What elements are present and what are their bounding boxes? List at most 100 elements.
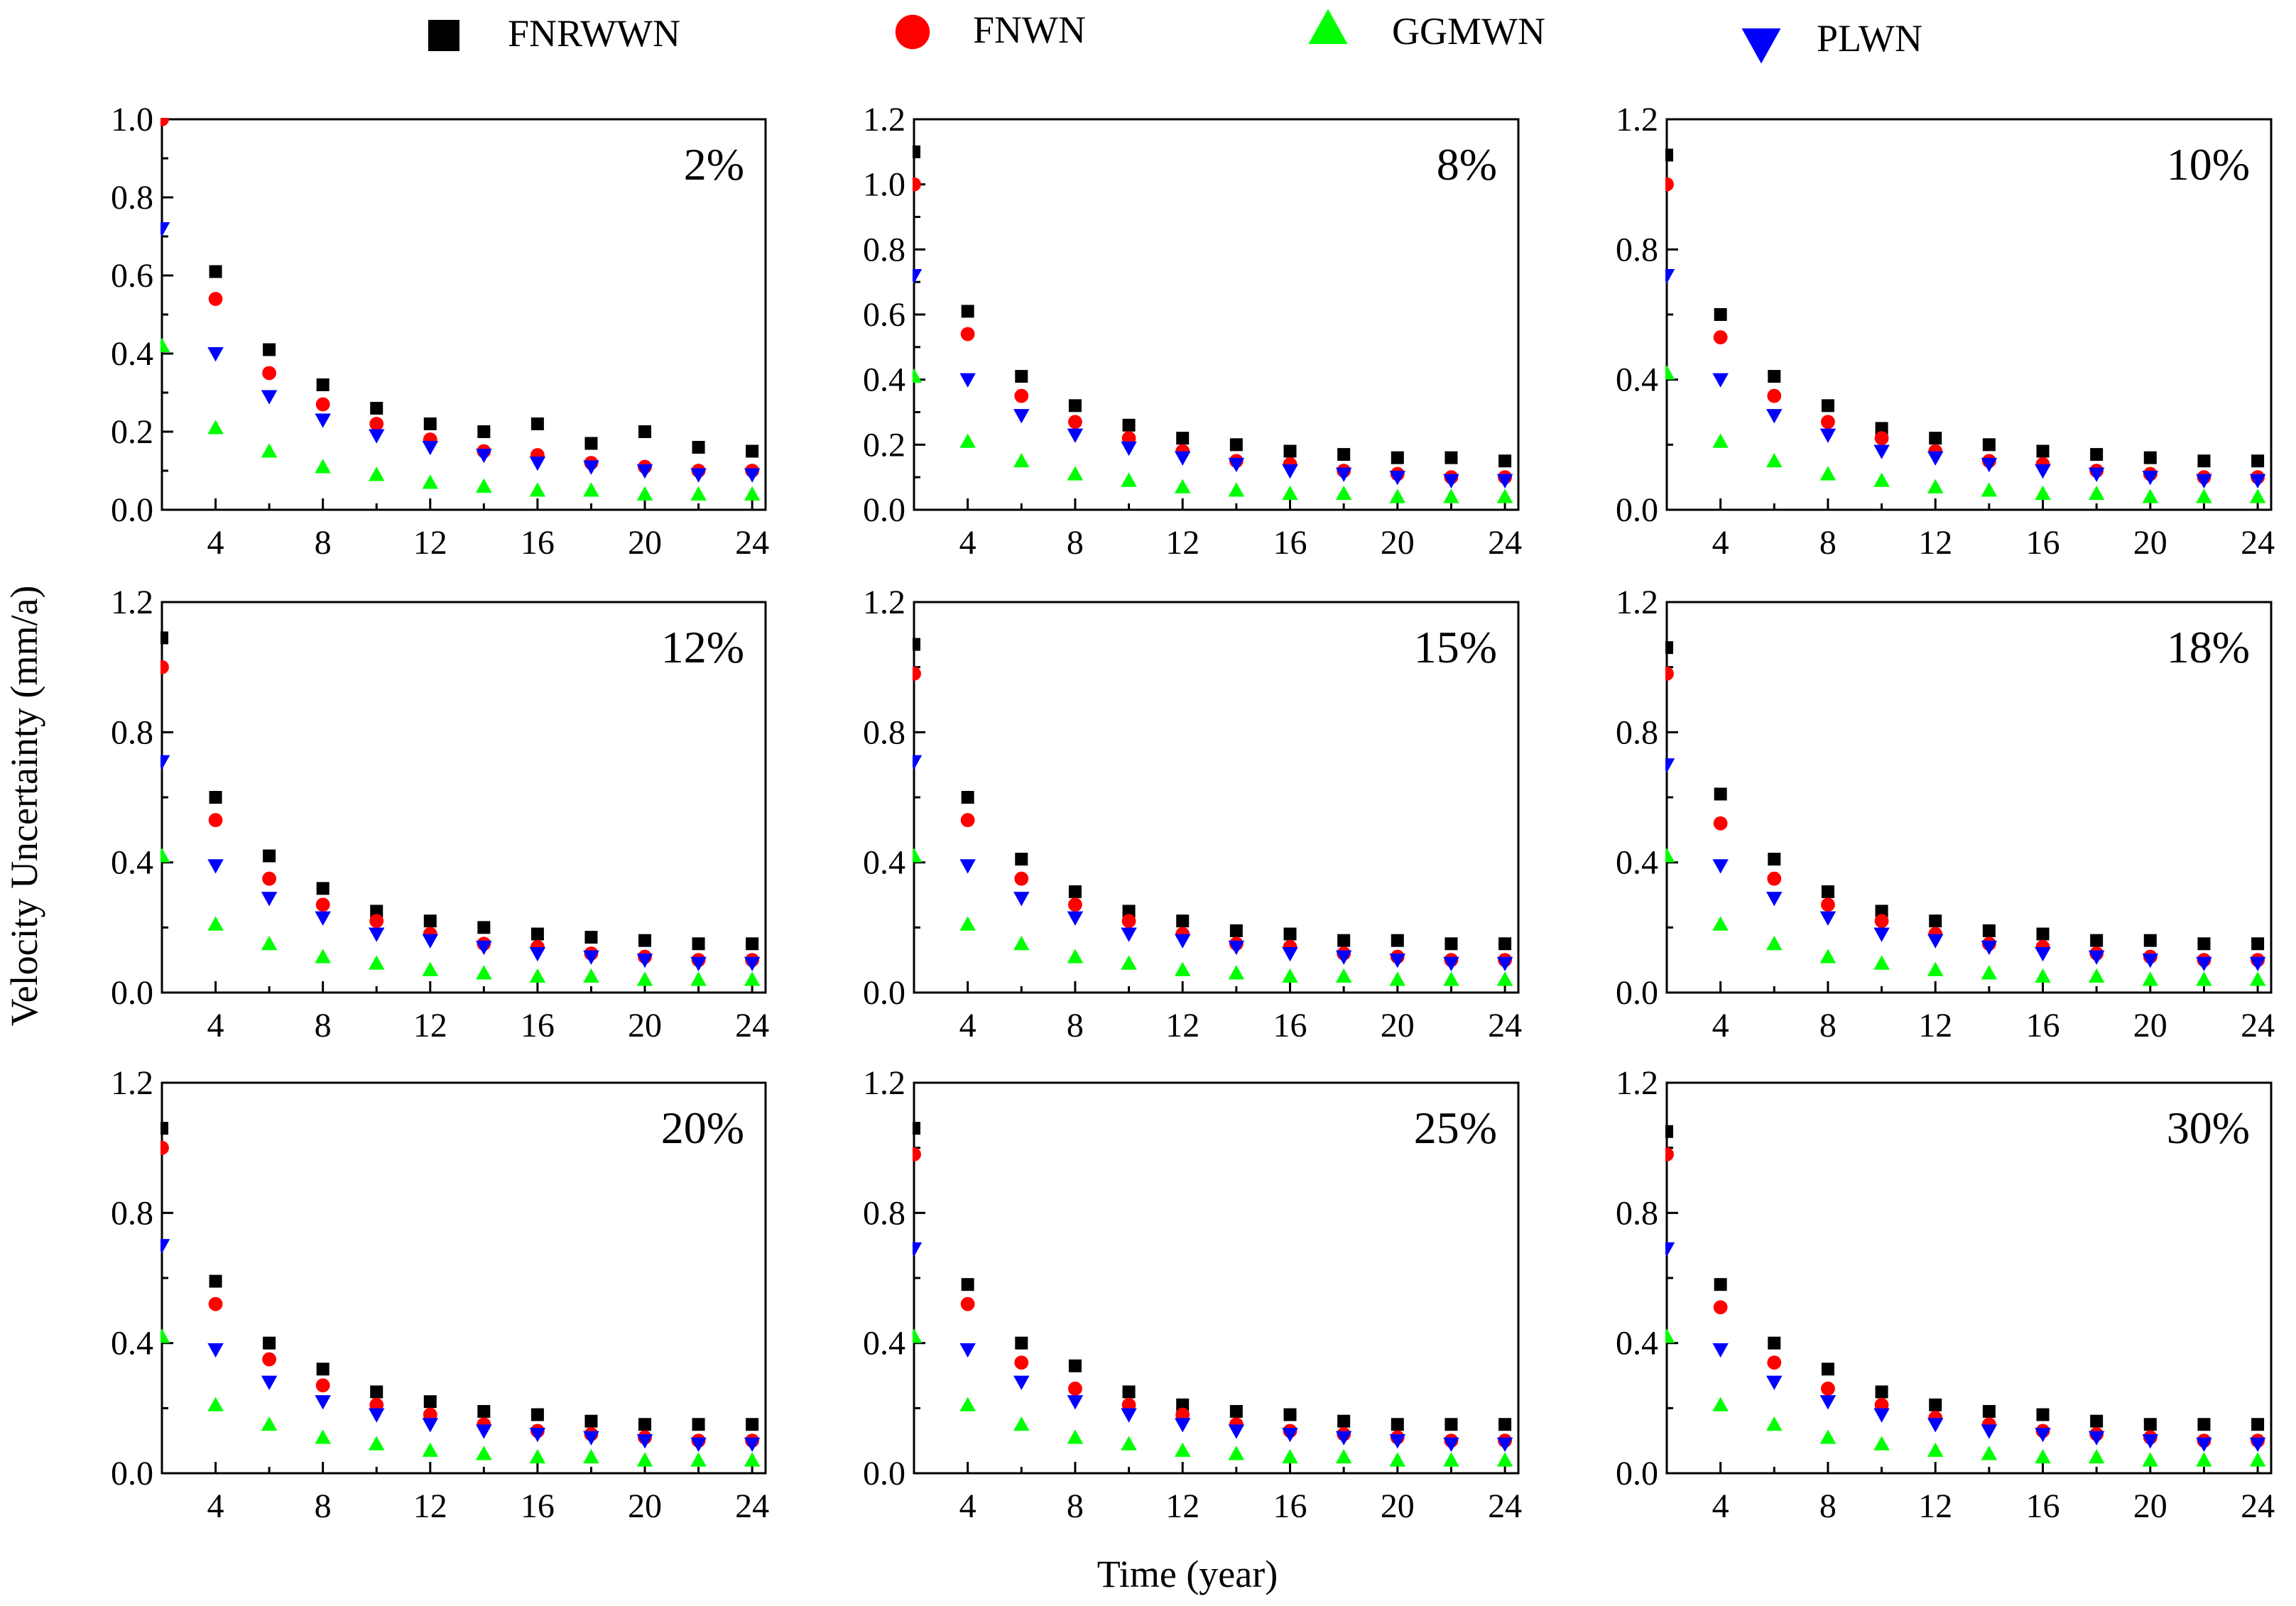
- y-tick-label: 0.0: [1616, 491, 1658, 529]
- point-plwn: [1174, 1418, 1191, 1433]
- point-fnwn: [1821, 415, 1835, 430]
- point-plwn: [160, 1239, 170, 1254]
- x-tick-label: 20: [628, 524, 662, 562]
- data-points: [1665, 1125, 2266, 1467]
- point-plwn: [959, 1343, 976, 1358]
- point-fnwn: [1014, 1355, 1029, 1370]
- panel-7: 0.0 0.4 0.8 1.2 4 8 12 16 20 24 20%: [111, 1064, 769, 1525]
- point-plwn: [1335, 950, 1352, 965]
- point-ggmwn: [1712, 1397, 1729, 1411]
- point-plwn: [1665, 758, 1675, 773]
- y-tick-label: 1.2: [1616, 101, 1658, 138]
- point-fnrwwn: [160, 1122, 168, 1135]
- point-ggmwn: [1927, 1442, 1944, 1457]
- point-fnwn: [160, 118, 169, 126]
- y-tick-label: 1.2: [111, 1064, 153, 1102]
- x-tick-label: 4: [1712, 1487, 1729, 1525]
- x-tick-label: 12: [1165, 1487, 1199, 1525]
- point-ggmwn: [2249, 1452, 2266, 1467]
- x-tick-label: 8: [1067, 1487, 1084, 1525]
- legend-marker-fnwn: [895, 14, 930, 50]
- y-tick-label: 0.4: [111, 1325, 153, 1362]
- point-ggmwn: [529, 1448, 546, 1464]
- x-tick-label: 20: [1381, 1007, 1415, 1044]
- point-ggmwn: [959, 1397, 976, 1411]
- point-ggmwn: [1121, 472, 1137, 487]
- point-fnwn: [1121, 914, 1136, 929]
- point-fnwn: [1068, 897, 1082, 912]
- x-tick-label: 12: [1918, 1487, 1952, 1525]
- point-ggmwn: [583, 482, 599, 497]
- point-plwn: [207, 347, 224, 362]
- x-tick-label: 8: [1819, 1487, 1837, 1525]
- x-tick-label: 20: [628, 1007, 662, 1044]
- point-plwn: [1067, 911, 1084, 926]
- point-fnrwwn: [913, 1122, 920, 1135]
- point-ggmwn: [207, 420, 224, 435]
- point-fnwn: [315, 397, 330, 412]
- x-tick-label: 16: [521, 1007, 555, 1044]
- y-tick-label: 0.8: [863, 714, 905, 751]
- point-fnrwwn: [913, 638, 920, 651]
- point-plwn: [1228, 457, 1245, 473]
- point-fnrwwn: [477, 921, 491, 934]
- point-plwn: [1335, 467, 1352, 482]
- point-ggmwn: [1665, 1328, 1675, 1343]
- x-tick-label: 8: [1067, 524, 1084, 562]
- point-plwn: [1819, 1395, 1837, 1410]
- point-ggmwn: [1712, 916, 1729, 931]
- point-ggmwn: [2035, 968, 2051, 983]
- point-ggmwn: [1174, 1442, 1191, 1457]
- legend-label-fnrwwn: FNRWWN: [508, 12, 680, 55]
- panel-4: 0.0 0.4 0.8 1.2 4 8 12 16 20 24 12%: [111, 584, 769, 1044]
- point-fnrwwn: [1391, 451, 1404, 464]
- point-ggmwn: [744, 486, 761, 501]
- point-plwn: [1981, 940, 1998, 956]
- point-ggmwn: [636, 1452, 653, 1467]
- point-fnrwwn: [209, 265, 222, 278]
- point-fnwn: [960, 813, 975, 827]
- point-fnrwwn: [1176, 1398, 1190, 1411]
- point-plwn: [160, 222, 170, 237]
- point-ggmwn: [2035, 1448, 2051, 1464]
- point-fnwn: [262, 871, 277, 886]
- point-plwn: [636, 954, 653, 968]
- point-fnrwwn: [1821, 399, 1834, 413]
- legend-marker-ggmwn: [1308, 9, 1348, 44]
- point-plwn: [368, 1408, 385, 1423]
- point-fnrwwn: [692, 937, 705, 951]
- point-fnrwwn: [2090, 1414, 2104, 1428]
- point-ggmwn: [1873, 955, 1890, 970]
- point-fnrwwn: [1337, 448, 1351, 461]
- x-tick-label: 24: [735, 1487, 769, 1525]
- point-fnrwwn: [1498, 454, 1512, 468]
- point-plwn: [959, 373, 976, 388]
- point-fnwn: [262, 1352, 277, 1367]
- point-plwn: [1496, 474, 1513, 488]
- point-fnrwwn: [1229, 1404, 1243, 1418]
- point-ggmwn: [2249, 971, 2266, 986]
- point-plwn: [1873, 927, 1890, 942]
- point-fnwn: [315, 1378, 330, 1393]
- x-tick-label: 4: [207, 1007, 224, 1044]
- panel-label: 20%: [661, 1103, 744, 1153]
- point-fnwn: [1821, 897, 1835, 912]
- point-fnrwwn: [2251, 1418, 2265, 1431]
- point-fnrwwn: [2036, 1408, 2050, 1421]
- y-tick-label: 1.2: [863, 1064, 905, 1102]
- point-fnwn: [1821, 1381, 1835, 1396]
- panel-5: 0.0 0.4 0.8 1.2 4 8 12 16 20 24 15%: [863, 584, 1522, 1044]
- point-plwn: [1121, 441, 1137, 457]
- x-tick-label: 16: [2026, 1007, 2060, 1044]
- point-fnrwwn: [316, 1362, 330, 1376]
- point-ggmwn: [1981, 1446, 1998, 1460]
- panel-label: 18%: [2167, 622, 2250, 672]
- point-fnrwwn: [263, 849, 276, 863]
- x-tick-label: 12: [413, 1487, 447, 1525]
- point-ggmwn: [1174, 961, 1191, 976]
- x-tick-label: 8: [315, 524, 332, 562]
- point-ggmwn: [1335, 485, 1352, 501]
- point-fnrwwn: [263, 343, 276, 356]
- point-plwn: [1665, 269, 1675, 284]
- point-plwn: [529, 1428, 546, 1443]
